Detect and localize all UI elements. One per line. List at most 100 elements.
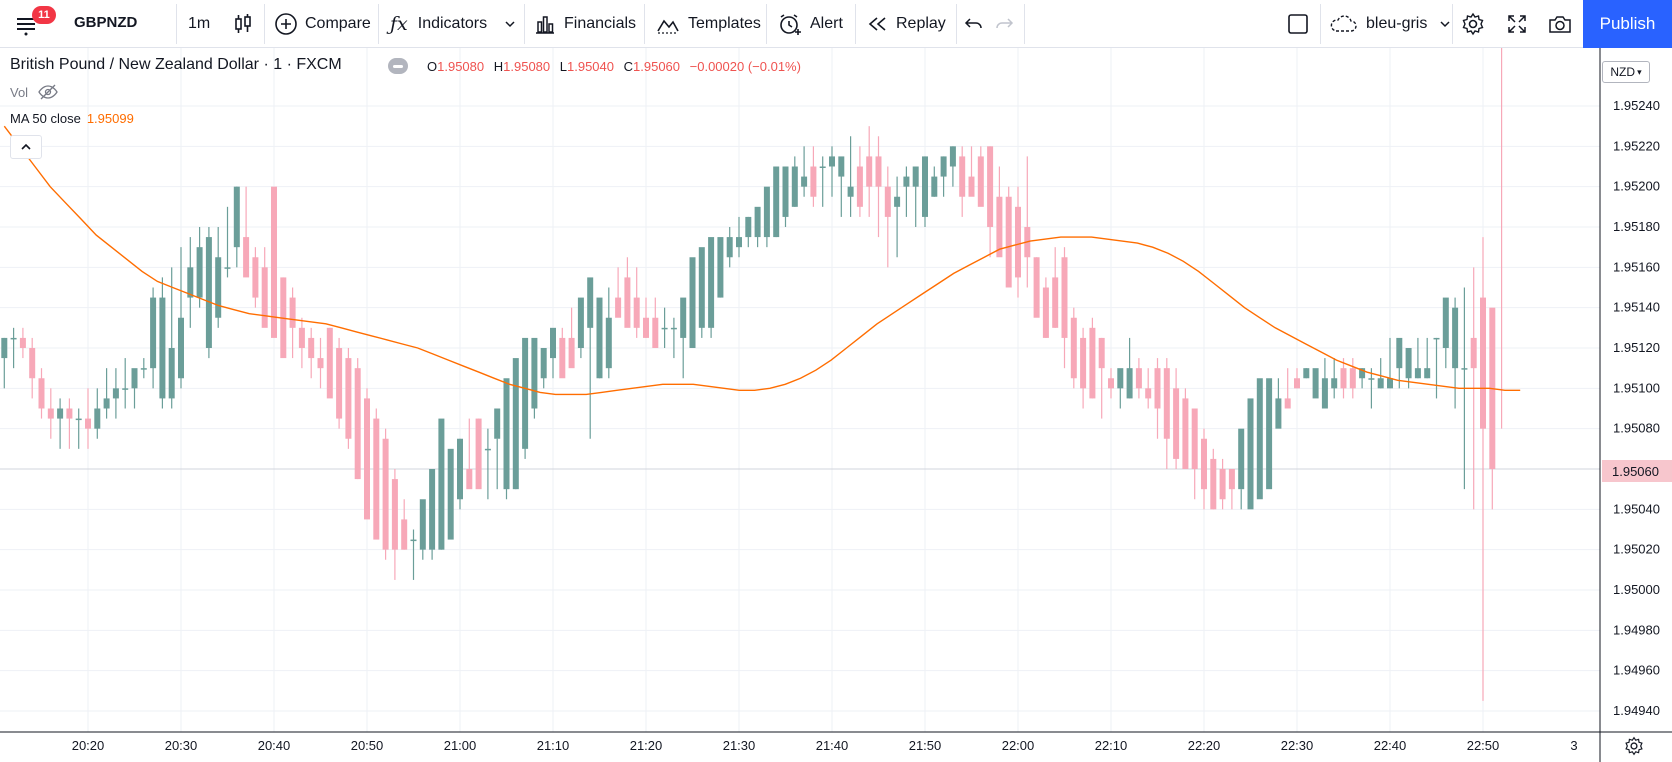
price-tick-label: 1.95240 <box>1613 98 1660 113</box>
close-value: 1.95060 <box>633 59 681 74</box>
candles-icon <box>235 14 251 33</box>
candle-down <box>856 166 863 207</box>
layout-select[interactable]: bleu-gris <box>1328 0 1451 48</box>
candle-down <box>1349 368 1356 389</box>
eye-off-icon[interactable] <box>37 84 58 100</box>
candle-up <box>661 327 668 330</box>
screenshot-button[interactable] <box>1548 0 1572 48</box>
redo-button[interactable] <box>994 0 1014 48</box>
candle-up <box>596 297 603 379</box>
interval-label: 1m <box>188 15 211 32</box>
candle-down <box>1033 257 1040 318</box>
time-tick-label: 3 <box>1570 738 1577 753</box>
price-tick-label: 1.95120 <box>1613 340 1660 355</box>
candle-down <box>987 146 994 227</box>
candle-up <box>1247 398 1254 510</box>
low-value: 1.95040 <box>567 59 614 74</box>
replay-button[interactable]: Replay <box>868 0 946 48</box>
volume-legend[interactable]: Vol <box>10 84 58 100</box>
symbol-title[interactable]: British Pound / New Zealand Dollar · 1 ·… <box>10 56 342 73</box>
hide-series-icon[interactable] <box>388 58 408 74</box>
candle-up <box>1442 297 1449 348</box>
candle-up <box>419 499 426 550</box>
time-tick-label: 22:40 <box>1374 738 1407 753</box>
price-tick-label: 1.95080 <box>1613 421 1660 436</box>
layout-toggle-button[interactable] <box>1287 0 1309 48</box>
candle-down <box>475 418 482 490</box>
candle-down <box>354 368 361 480</box>
candle-up <box>819 166 826 168</box>
candle-up <box>205 237 212 348</box>
alert-button[interactable]: Alert <box>778 0 843 48</box>
candle-down <box>1182 398 1189 469</box>
indicators-button[interactable]: ƒx Indicators <box>390 0 487 48</box>
candle-up <box>1 337 8 359</box>
candle-up <box>540 348 547 379</box>
candle-up <box>587 277 594 328</box>
fx-icon: ƒx <box>390 13 408 35</box>
candle-up <box>447 448 454 540</box>
price-chart[interactable]: 1.95240 1.95220 1.95200 1.95180 1.95160 1.951… <box>0 48 1672 762</box>
candle-down <box>968 176 975 197</box>
candle-down <box>298 327 305 348</box>
open-value: 1.95080 <box>437 59 485 74</box>
candle-down <box>633 297 640 328</box>
indicators-dropdown[interactable] <box>504 0 516 48</box>
candle-up <box>1331 378 1338 389</box>
candle-down <box>1228 469 1235 490</box>
candle-down <box>382 438 389 550</box>
time-tick-label: 21:50 <box>909 738 942 753</box>
time-tick-label: 21:40 <box>816 738 849 753</box>
candle-up <box>457 438 463 500</box>
price-tick-label: 1.95040 <box>1613 501 1660 516</box>
undo-button[interactable] <box>964 0 984 48</box>
low-key: L <box>559 59 567 74</box>
candle-up <box>150 297 157 369</box>
chart-type-button[interactable] <box>232 0 254 48</box>
candle-down <box>615 297 622 318</box>
candle-up <box>605 317 612 369</box>
candle-up <box>847 186 854 197</box>
time-tick-label: 21:00 <box>444 738 477 753</box>
candle-up <box>1424 368 1431 379</box>
price-tick-label: 1.94940 <box>1613 703 1660 718</box>
candle-down <box>1480 297 1486 429</box>
candle-up <box>894 196 901 207</box>
candle-up <box>233 186 240 248</box>
templates-button[interactable]: Templates <box>656 0 761 48</box>
compare-button[interactable]: Compare <box>274 0 371 48</box>
candle-up <box>131 368 138 389</box>
candle-down <box>466 469 473 490</box>
fullscreen-button[interactable] <box>1506 0 1528 48</box>
templates-label: Templates <box>688 15 761 32</box>
collapse-legend-button[interactable] <box>10 135 42 159</box>
candle-up <box>1117 368 1124 389</box>
high-value: 1.95080 <box>503 59 551 74</box>
candle-up <box>1256 378 1263 500</box>
ma-legend[interactable]: MA 50 close 1.95099 <box>10 111 134 126</box>
axis-settings-button[interactable] <box>1624 736 1644 761</box>
candle-down <box>317 358 324 369</box>
candle-up <box>429 469 436 550</box>
financials-button[interactable]: Financials <box>534 0 636 48</box>
candle-down <box>1201 438 1207 490</box>
currency-select[interactable]: NZD ▾ <box>1602 61 1650 83</box>
candle-down <box>29 348 36 379</box>
publish-button[interactable]: Publish <box>1583 0 1672 48</box>
redo-icon <box>996 18 1014 29</box>
interval-button[interactable]: 1m <box>188 0 210 48</box>
price-tick-label: 1.95020 <box>1613 542 1660 557</box>
candle-down <box>373 418 380 540</box>
candle-down <box>959 156 966 197</box>
candle-up <box>1321 378 1328 409</box>
chart-grid <box>0 48 1600 732</box>
candle-down <box>643 317 649 338</box>
price-tick-label: 1.95000 <box>1613 582 1660 597</box>
time-tick-label: 21:10 <box>537 738 570 753</box>
settings-button[interactable] <box>1461 0 1485 48</box>
candle-down <box>1470 337 1477 369</box>
ma-label: MA 50 close <box>10 111 81 126</box>
candle-up <box>438 418 445 550</box>
candle-up <box>689 257 696 348</box>
candle-down <box>1070 317 1077 379</box>
